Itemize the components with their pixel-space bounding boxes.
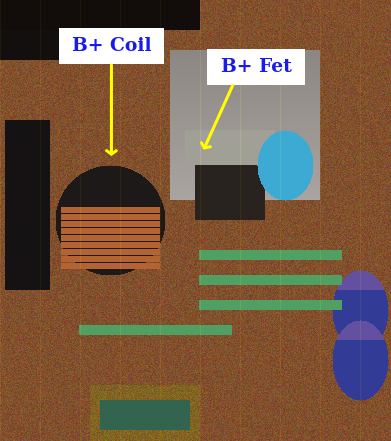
FancyBboxPatch shape [207,49,305,85]
Text: B+ Fet: B+ Fet [221,58,292,76]
Text: B+ Coil: B+ Coil [72,37,151,55]
FancyBboxPatch shape [59,28,164,64]
